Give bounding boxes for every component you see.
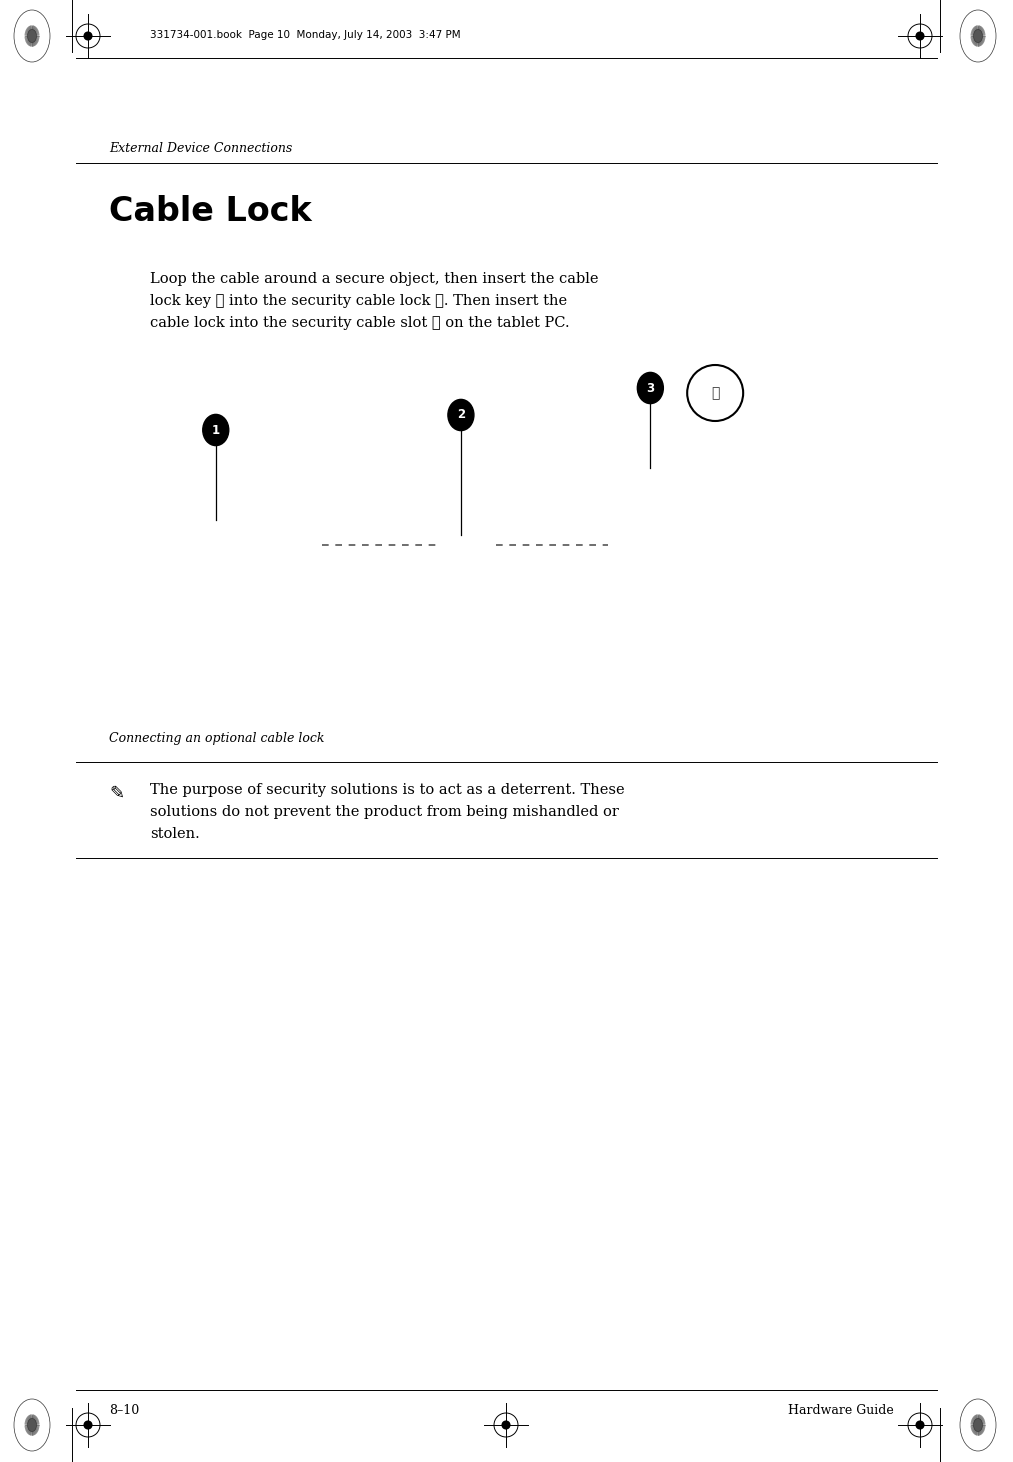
Text: Hardware Guide: Hardware Guide (788, 1404, 893, 1417)
Circle shape (83, 1421, 92, 1430)
Text: lock key ① into the security cable lock ②. Then insert the: lock key ① into the security cable lock … (150, 294, 567, 308)
Text: 2: 2 (457, 408, 465, 421)
Ellipse shape (27, 1418, 36, 1431)
Text: 331734-001.book  Page 10  Monday, July 14, 2003  3:47 PM: 331734-001.book Page 10 Monday, July 14,… (150, 31, 461, 39)
Text: Loop the cable around a secure object, then insert the cable: Loop the cable around a secure object, t… (150, 272, 599, 287)
Text: Connecting an optional cable lock: Connecting an optional cable lock (109, 732, 325, 746)
Text: 8–10: 8–10 (109, 1404, 140, 1417)
Text: 3: 3 (646, 382, 654, 395)
Ellipse shape (203, 414, 229, 446)
Text: External Device Connections: External Device Connections (109, 142, 293, 155)
Circle shape (916, 1421, 925, 1430)
Circle shape (501, 1421, 511, 1430)
Ellipse shape (973, 1418, 983, 1431)
Ellipse shape (27, 29, 36, 42)
Circle shape (687, 366, 744, 421)
Text: 1: 1 (212, 424, 220, 437)
Text: The purpose of security solutions is to act as a deterrent. These: The purpose of security solutions is to … (150, 784, 625, 797)
Text: stolen.: stolen. (150, 827, 200, 841)
Text: solutions do not prevent the product from being mishandled or: solutions do not prevent the product fro… (150, 806, 619, 819)
Text: ✎: ✎ (109, 785, 125, 803)
Circle shape (916, 32, 925, 41)
Ellipse shape (448, 399, 474, 431)
Text: ⛓: ⛓ (711, 386, 719, 401)
Ellipse shape (637, 373, 664, 404)
Text: cable lock into the security cable slot ③ on the tablet PC.: cable lock into the security cable slot … (150, 316, 569, 330)
Ellipse shape (973, 29, 983, 42)
Text: Cable Lock: Cable Lock (109, 194, 312, 228)
Circle shape (83, 32, 92, 41)
